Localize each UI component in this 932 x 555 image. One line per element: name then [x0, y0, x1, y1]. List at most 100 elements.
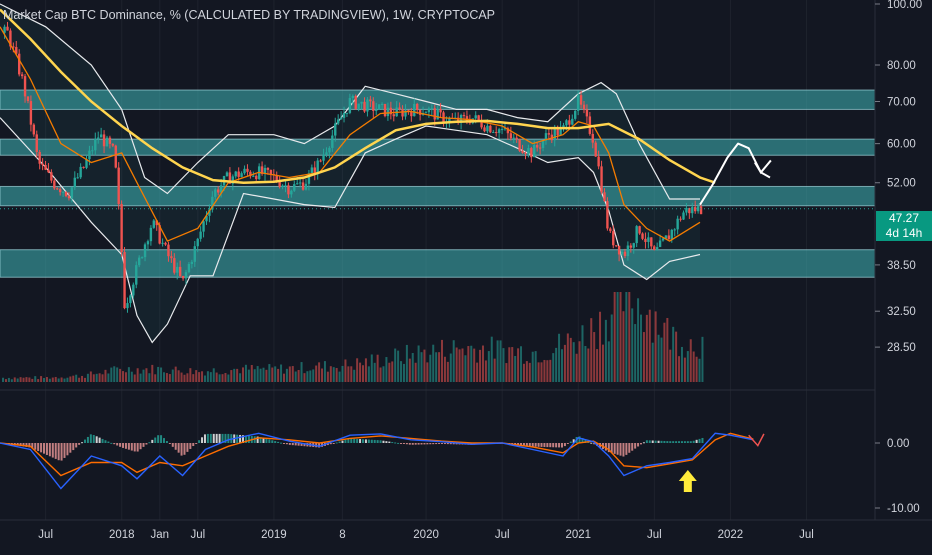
volume-bar	[590, 318, 593, 382]
volume-bar	[288, 366, 291, 382]
macd-histogram-bar	[692, 440, 695, 443]
candle-body	[351, 95, 355, 99]
candle-body	[58, 189, 62, 193]
volume-bar	[180, 372, 183, 382]
candle-body	[521, 150, 524, 153]
macd-histogram-bar	[359, 439, 362, 443]
candle-body	[342, 112, 346, 118]
volume-bar	[356, 358, 359, 382]
candle-body	[585, 109, 589, 117]
candle-body	[465, 116, 469, 121]
macd-histogram-bar	[593, 443, 596, 445]
candle-body	[140, 257, 144, 259]
macd-signal-line	[0, 432, 754, 477]
macd-histogram-bar	[157, 435, 160, 443]
volume-bar	[563, 344, 566, 382]
candle-body	[23, 76, 27, 97]
macd-histogram-bar	[534, 443, 537, 447]
macd-histogram-bar	[66, 443, 69, 456]
macd-histogram-bar	[449, 443, 452, 445]
volume-bar	[332, 367, 335, 382]
macd-histogram-bar	[224, 433, 227, 443]
candle-body	[336, 119, 340, 124]
macd-histogram-bar	[654, 440, 657, 443]
volume-bar	[540, 362, 543, 382]
candle-body	[556, 128, 559, 136]
volume-bar	[198, 372, 201, 382]
candle-body	[495, 132, 498, 134]
candle-body	[427, 108, 431, 113]
volume-bar	[581, 325, 584, 382]
volume-bar	[493, 358, 496, 382]
candle-body	[275, 175, 278, 182]
volume-bar	[209, 372, 212, 382]
candle-body	[246, 168, 249, 172]
volume-bar	[651, 342, 654, 382]
macd-histogram-bar	[160, 435, 163, 443]
candle-body	[512, 137, 515, 139]
candle-body	[348, 98, 352, 113]
candle-body	[114, 145, 117, 168]
volume-bar	[505, 363, 508, 382]
candle-body	[9, 30, 12, 47]
volume-bar	[350, 366, 353, 382]
volume-bar	[139, 373, 142, 382]
volume-bar	[637, 298, 640, 382]
candle-body	[661, 238, 665, 241]
macd-histogram-bar	[69, 443, 72, 453]
macd-histogram-bar	[303, 443, 306, 447]
macd-histogram-bar	[637, 443, 640, 447]
macd-histogram-bar	[698, 438, 701, 443]
macd-histogram-bar	[206, 433, 209, 443]
candle-body	[568, 120, 571, 125]
candle-body	[325, 152, 328, 155]
volume-bar	[382, 366, 385, 382]
candle-body	[670, 229, 673, 240]
candle-body	[38, 151, 41, 164]
volume-bar	[443, 356, 446, 382]
volume-bar	[83, 377, 86, 382]
macd-histogram-bar	[227, 433, 230, 443]
macd-histogram-bar	[326, 443, 329, 446]
candle-body	[307, 173, 311, 184]
candle-body	[614, 245, 618, 247]
candle-body	[404, 110, 407, 117]
volume-bar	[479, 349, 482, 382]
candle-body	[296, 183, 299, 185]
macd-histogram-bar	[335, 442, 338, 444]
candle-body	[334, 123, 337, 136]
macd-line	[0, 432, 754, 490]
macd-histogram-bar	[75, 443, 78, 448]
x-tick-label: Jul	[190, 529, 205, 541]
volume-bar	[329, 366, 332, 382]
volume-bar	[177, 370, 180, 382]
candle-body	[35, 134, 38, 152]
macd-histogram-bar	[212, 433, 215, 443]
macd-histogram-bar	[657, 440, 660, 443]
volume-bar	[98, 373, 101, 382]
volume-bar	[54, 376, 57, 382]
macd-histogram-bar	[651, 440, 654, 443]
volume-bar	[654, 311, 657, 382]
volume-bar	[426, 362, 429, 382]
volume-bar	[464, 355, 467, 382]
macd-histogram-bar	[566, 443, 569, 444]
macd-histogram-bar	[203, 434, 206, 443]
macd-histogram-bar	[367, 439, 370, 443]
candle-body	[638, 226, 641, 234]
macd-histogram-bar	[344, 439, 347, 443]
candle-body	[205, 215, 208, 222]
last-price-label: 47.27	[876, 211, 932, 226]
macd-y-tick-label: 0.00	[887, 438, 909, 450]
volume-bar	[435, 352, 438, 382]
volume-bar	[127, 367, 130, 382]
volume-bar	[599, 311, 602, 382]
macd-histogram-bar	[28, 443, 31, 448]
volume-bar	[402, 363, 405, 382]
candle-body	[515, 137, 518, 140]
x-tick-label: 2020	[413, 529, 439, 541]
volume-bar	[48, 378, 51, 382]
volume-bar	[520, 346, 523, 382]
